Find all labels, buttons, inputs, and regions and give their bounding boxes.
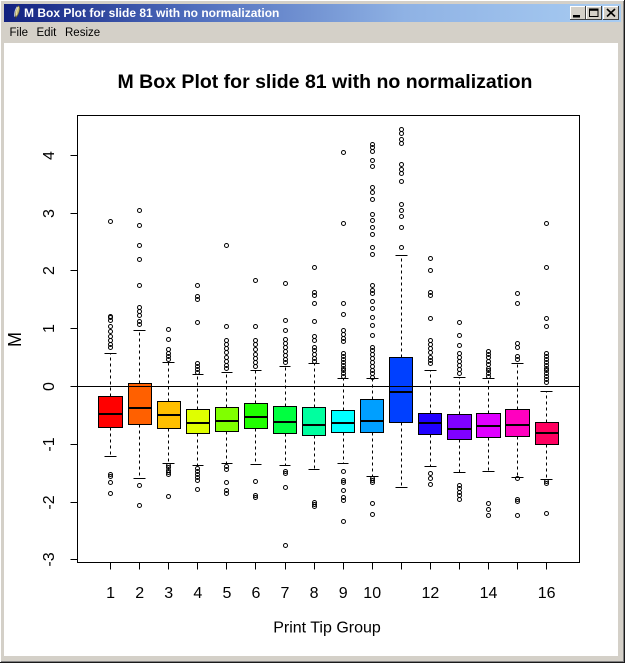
svg-text:Resize: Resize [65,27,100,39]
svg-text:0: 0 [41,382,58,391]
svg-text:1: 1 [41,324,58,333]
svg-text:-3: -3 [41,552,58,566]
svg-text:Print Tip Group: Print Tip Group [273,620,381,637]
svg-text:M Box Plot for slide 81 with n: M Box Plot for slide 81 with no normaliz… [24,6,279,20]
svg-text:-2: -2 [41,495,58,509]
svg-text:6: 6 [251,585,260,602]
svg-text:14: 14 [480,585,498,602]
svg-text:File: File [10,27,29,39]
svg-text:8: 8 [310,585,319,602]
svg-text:9: 9 [339,585,348,602]
svg-text:M Box Plot for slide 81 with n: M Box Plot for slide 81 with no normaliz… [118,71,533,93]
svg-text:1: 1 [106,585,115,602]
svg-text:2: 2 [135,585,144,602]
svg-text:-1: -1 [41,437,58,451]
svg-text:16: 16 [538,585,556,602]
svg-text:4: 4 [41,151,58,160]
svg-text:4: 4 [193,585,202,602]
svg-text:3: 3 [41,209,58,218]
svg-text:7: 7 [281,585,290,602]
svg-text:Edit: Edit [37,27,58,39]
svg-text:10: 10 [363,585,381,602]
svg-text:3: 3 [164,585,173,602]
svg-text:12: 12 [422,585,440,602]
svg-text:5: 5 [222,585,231,602]
svg-text:2: 2 [41,266,58,275]
svg-text:M: M [5,332,25,347]
